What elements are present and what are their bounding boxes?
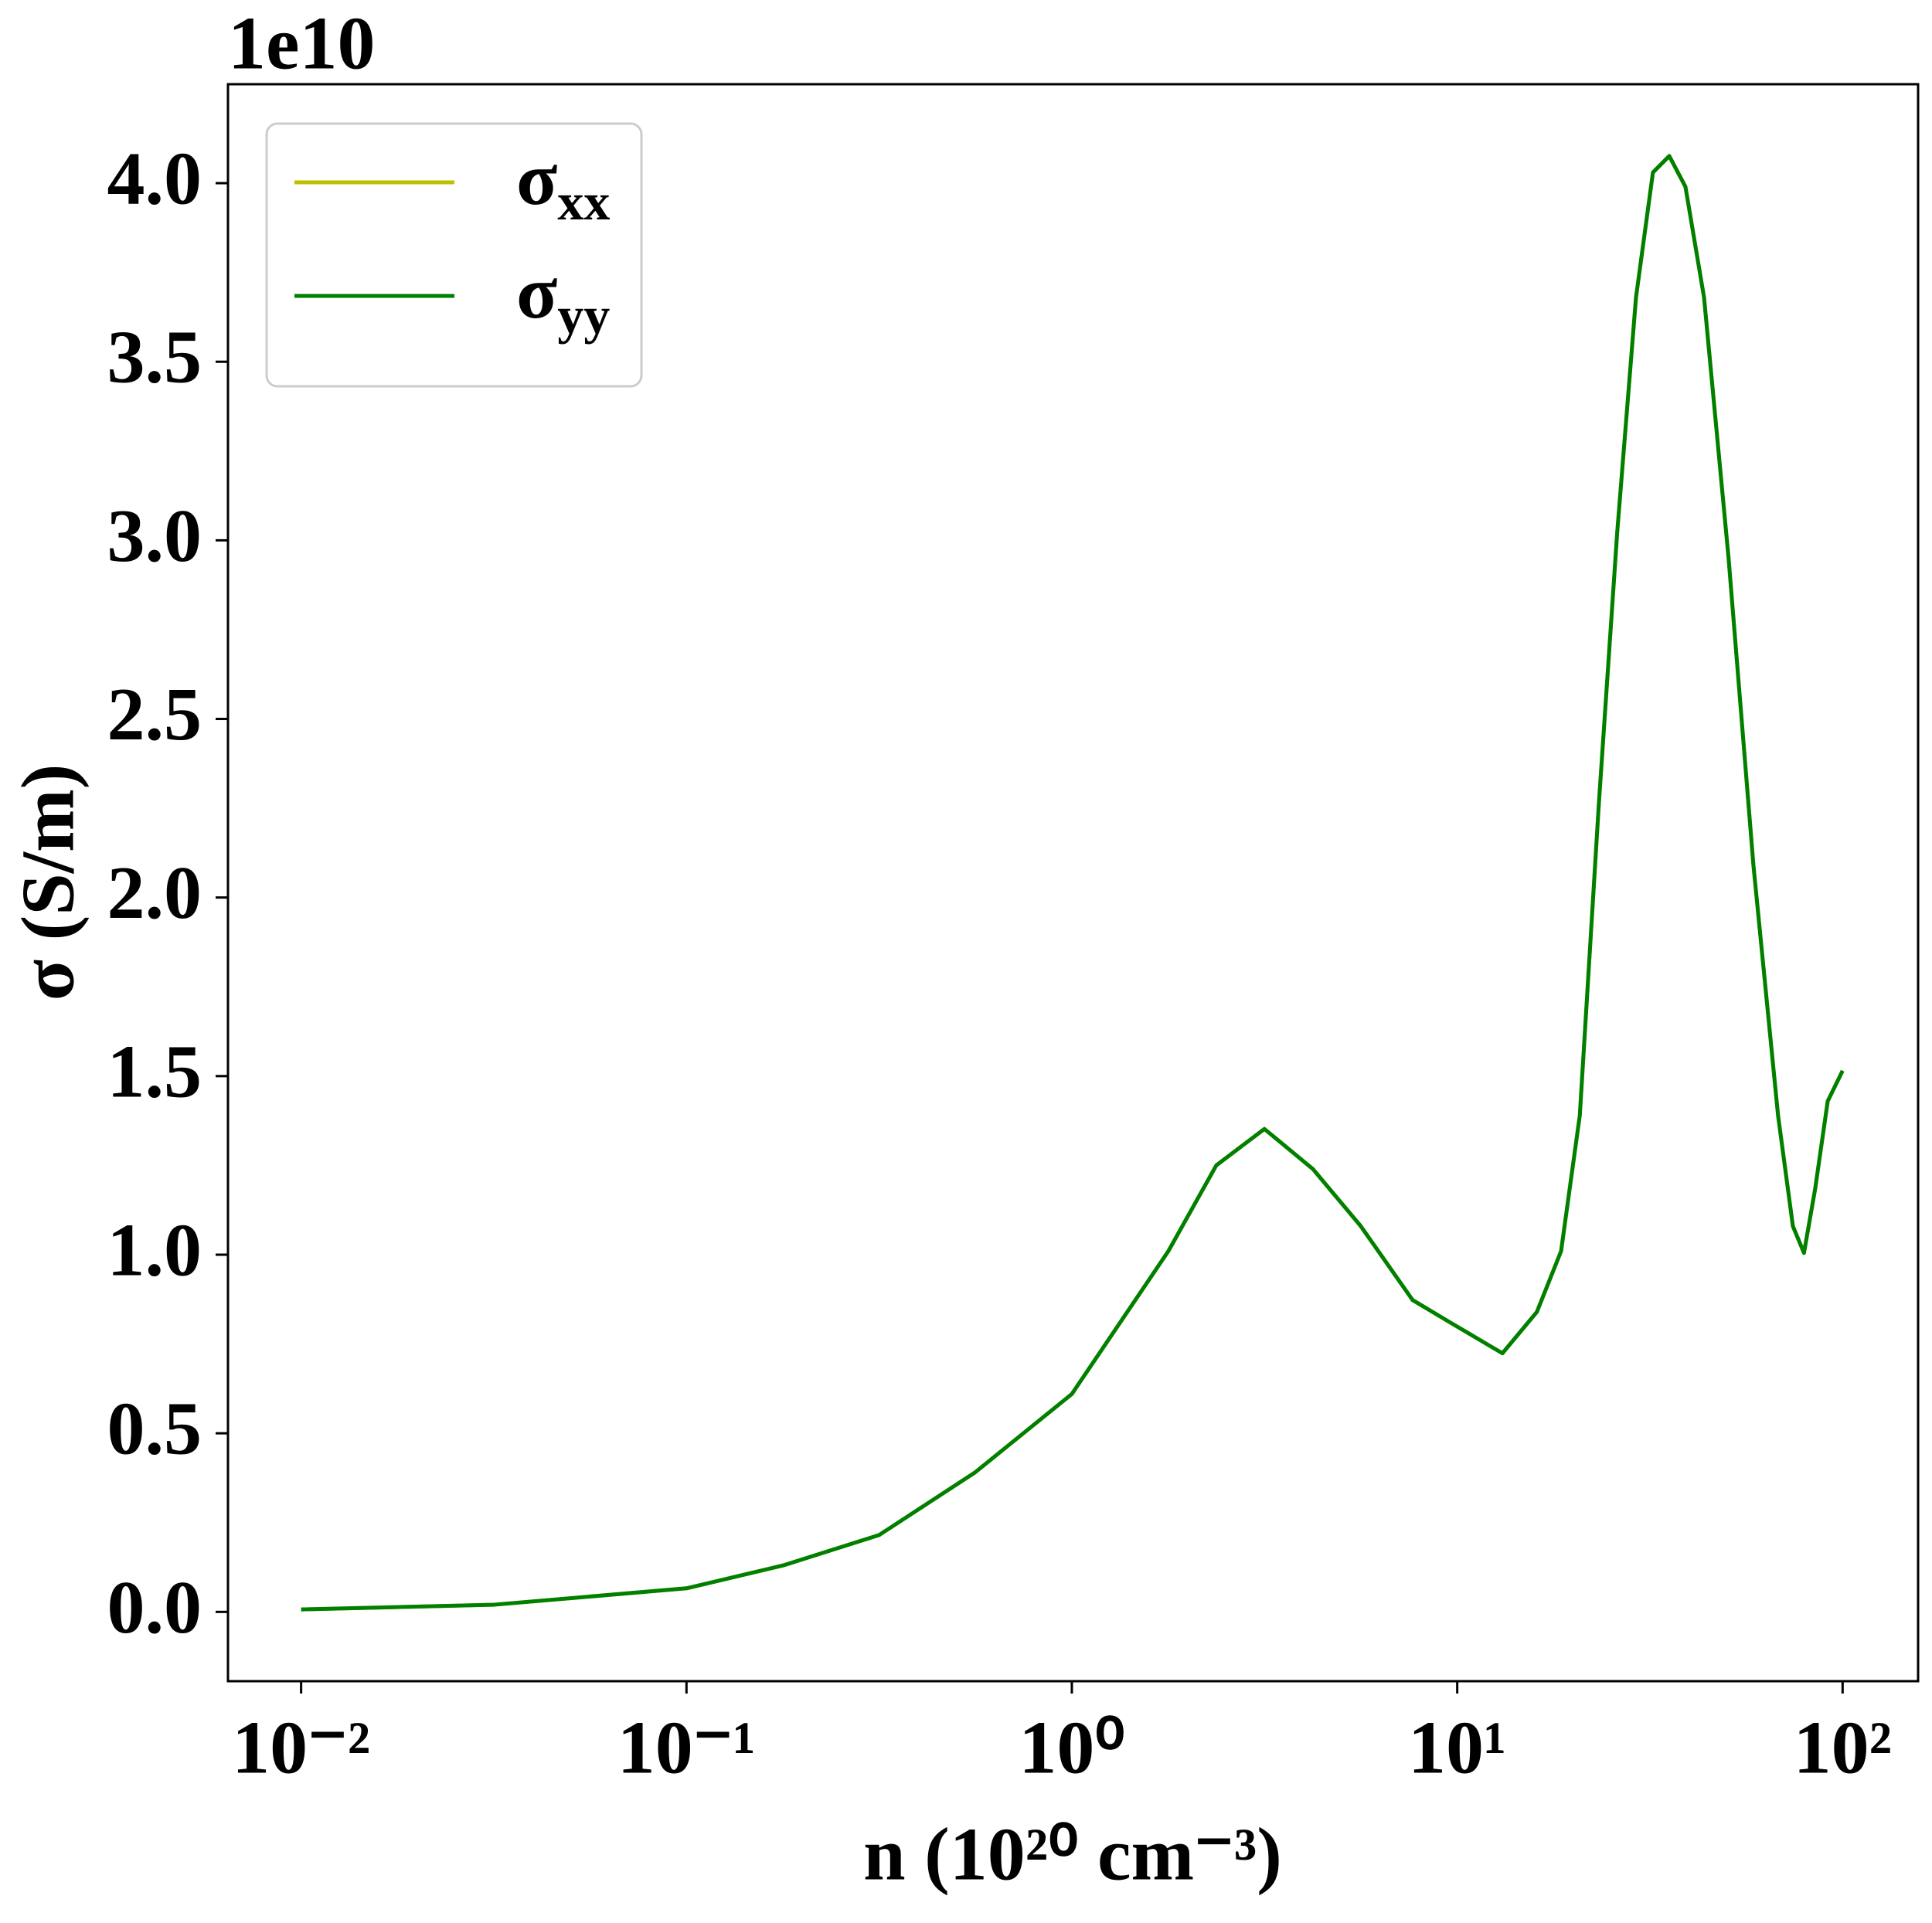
y-tick-label: 0.0 <box>107 1566 202 1649</box>
legend-label-sub: yy <box>557 286 610 345</box>
legend-label-main: σ <box>516 251 557 335</box>
x-tick-label: 10¹ <box>1408 1706 1506 1789</box>
legend-box <box>265 122 643 388</box>
legend-label-sub: xx <box>557 172 610 231</box>
offset-label: 1e10 <box>228 2 376 85</box>
y-tick-label: 2.5 <box>107 673 202 756</box>
y-axis-label: σ (S/m) <box>6 764 90 1001</box>
x-tick-label: 10⁻¹ <box>617 1706 756 1789</box>
y-tick-label: 1.5 <box>107 1030 202 1113</box>
x-tick-label: 10⁻² <box>232 1706 370 1789</box>
legend-label: σxx <box>516 138 610 230</box>
legend-label: σyy <box>516 251 610 344</box>
y-tick-label: 3.0 <box>107 494 202 578</box>
x-axis-label: n (10²⁰ cm⁻³) <box>863 1813 1282 1896</box>
y-tick-label: 3.5 <box>107 316 202 399</box>
plot-frame <box>226 83 1920 1683</box>
legend-label-main: σ <box>516 138 557 221</box>
y-tick-label: 2.0 <box>107 851 202 935</box>
series-line <box>301 154 1845 1612</box>
x-tick-label: 10² <box>1794 1706 1892 1789</box>
x-tick-label: 10⁰ <box>1019 1706 1124 1789</box>
y-tick-label: 4.0 <box>107 138 202 221</box>
y-tick-label: 1.0 <box>107 1208 202 1292</box>
y-tick-label: 0.5 <box>107 1388 202 1471</box>
